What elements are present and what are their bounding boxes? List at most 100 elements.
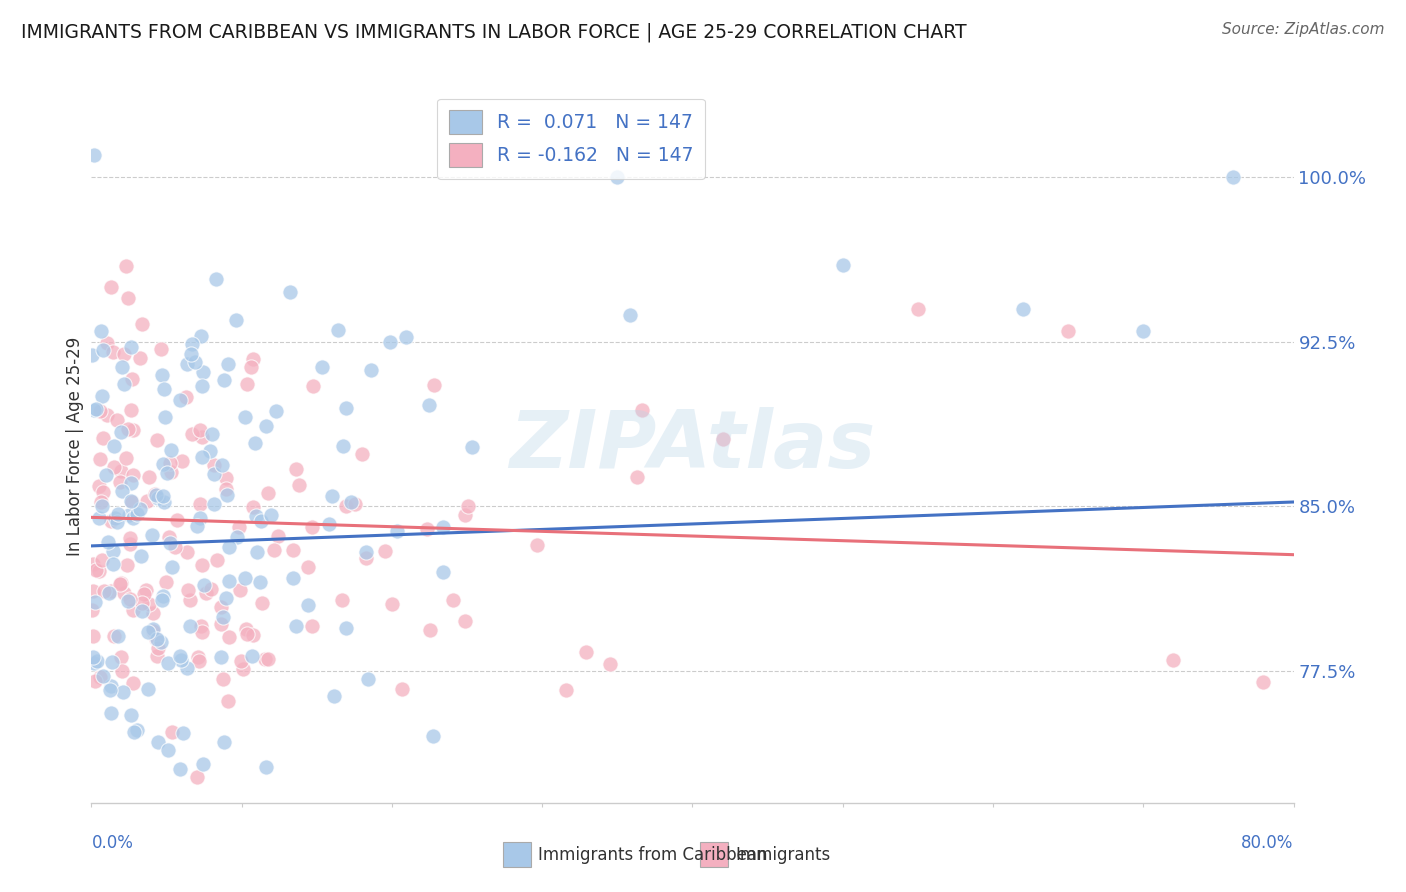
Point: [150, 593, 173, 607]
Point: [253, 651, 276, 665]
Point: [441, 593, 464, 607]
Point: [83, 674, 105, 689]
Point: [228, 520, 250, 534]
Point: [176, 661, 198, 675]
Point: [146, 491, 169, 505]
Point: [160, 725, 183, 739]
Point: [80, 603, 103, 617]
Point: [127, 723, 149, 738]
Point: [235, 622, 257, 636]
Point: [209, 650, 232, 665]
Point: [111, 359, 134, 374]
Point: [214, 591, 236, 605]
Point: [172, 726, 194, 740]
Point: [344, 497, 367, 511]
Point: [91, 485, 114, 500]
Point: [160, 465, 183, 479]
Point: [110, 575, 132, 590]
Point: [188, 654, 211, 668]
Point: [454, 508, 477, 523]
Point: [1057, 324, 1080, 338]
Point: [83, 402, 105, 417]
Point: [120, 707, 142, 722]
Point: [146, 640, 169, 655]
Point: [575, 645, 598, 659]
Point: [190, 430, 212, 444]
Point: [138, 597, 160, 611]
Point: [150, 635, 173, 649]
Point: [360, 363, 382, 377]
Point: [149, 343, 172, 357]
Point: [191, 756, 214, 771]
Point: [160, 443, 183, 458]
Point: [131, 317, 153, 331]
Text: ZIPAtlas: ZIPAtlas: [509, 407, 876, 485]
Point: [205, 272, 228, 286]
Point: [150, 368, 173, 383]
Point: [250, 596, 273, 610]
Point: [322, 689, 344, 703]
Point: [141, 528, 163, 542]
Text: Immigrants: Immigrants: [735, 846, 831, 863]
Point: [100, 683, 122, 698]
Point: [125, 508, 148, 522]
Point: [381, 597, 404, 611]
Point: [260, 508, 283, 523]
Point: [1253, 675, 1275, 690]
Point: [146, 735, 169, 749]
Point: [217, 694, 239, 708]
Point: [207, 553, 229, 567]
Point: [103, 439, 125, 453]
Point: [146, 648, 169, 663]
Point: [134, 587, 156, 601]
Point: [83, 148, 105, 162]
Point: [201, 427, 224, 442]
Point: [169, 648, 191, 663]
Point: [214, 735, 236, 749]
Point: [100, 584, 122, 599]
Point: [229, 583, 252, 598]
Point: [321, 489, 343, 503]
Point: [120, 340, 142, 354]
Point: [356, 550, 378, 565]
Point: [188, 511, 211, 525]
Point: [89, 452, 111, 467]
Point: [122, 603, 145, 617]
Point: [177, 582, 200, 597]
Point: [831, 258, 853, 272]
Point: [200, 443, 222, 458]
Point: [599, 657, 621, 672]
Point: [90, 324, 112, 338]
Point: [115, 259, 138, 273]
Point: [146, 433, 169, 447]
Point: [236, 627, 259, 641]
Point: [156, 657, 179, 671]
Point: [235, 410, 257, 425]
Point: [156, 466, 179, 480]
Point: [225, 313, 247, 327]
Point: [159, 535, 181, 549]
Point: [188, 497, 211, 511]
Point: [136, 494, 159, 508]
Point: [128, 351, 150, 365]
Point: [129, 549, 152, 564]
Point: [415, 522, 437, 536]
Point: [86, 654, 108, 668]
Point: [108, 475, 131, 490]
Point: [107, 629, 129, 643]
Point: [124, 725, 146, 739]
Point: [169, 763, 191, 777]
Point: [118, 508, 141, 523]
Point: [354, 545, 377, 559]
Point: [378, 335, 401, 350]
Point: [105, 413, 128, 427]
Point: [93, 583, 115, 598]
Point: [111, 664, 134, 678]
Point: [100, 280, 122, 294]
Point: [301, 520, 323, 534]
Point: [155, 574, 177, 589]
Point: [297, 599, 319, 613]
Point: [335, 401, 357, 416]
Point: [209, 616, 232, 631]
Point: [385, 524, 408, 538]
